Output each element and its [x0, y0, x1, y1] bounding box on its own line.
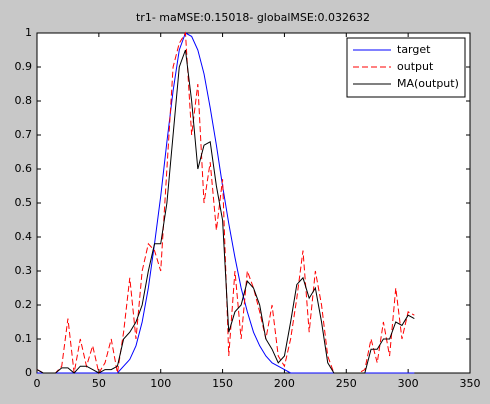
- x-tick-label: 350: [460, 377, 481, 390]
- chart-title: tr1- maMSE:0.15018- globalMSE:0.032632: [136, 11, 370, 24]
- y-tick-label: 0.2: [15, 298, 33, 311]
- x-tick-label: 300: [398, 377, 419, 390]
- legend-label: output: [397, 60, 434, 73]
- y-tick-label: 0: [25, 366, 32, 379]
- legend-label: target: [397, 43, 431, 56]
- y-tick-label: 0.9: [15, 60, 33, 73]
- y-tick-label: 0.3: [15, 264, 33, 277]
- y-tick-label: 0.5: [15, 196, 33, 209]
- series-line: [36, 49, 415, 374]
- y-tick-label: 1: [25, 26, 32, 39]
- x-tick-label: 0: [34, 377, 41, 390]
- y-tick-label: 0.4: [15, 230, 33, 243]
- x-tick-label: 50: [92, 377, 106, 390]
- y-tick-label: 0.7: [15, 128, 33, 141]
- y-tick-label: 0.8: [15, 94, 33, 107]
- x-tick-label: 100: [150, 377, 171, 390]
- x-tick-label: 250: [336, 377, 357, 390]
- x-tick-label: 200: [274, 377, 295, 390]
- y-tick-label: 0.1: [15, 332, 33, 345]
- y-tick-label: 0.6: [15, 162, 33, 175]
- x-tick-label: 150: [212, 377, 233, 390]
- legend-label: MA(output): [397, 77, 459, 90]
